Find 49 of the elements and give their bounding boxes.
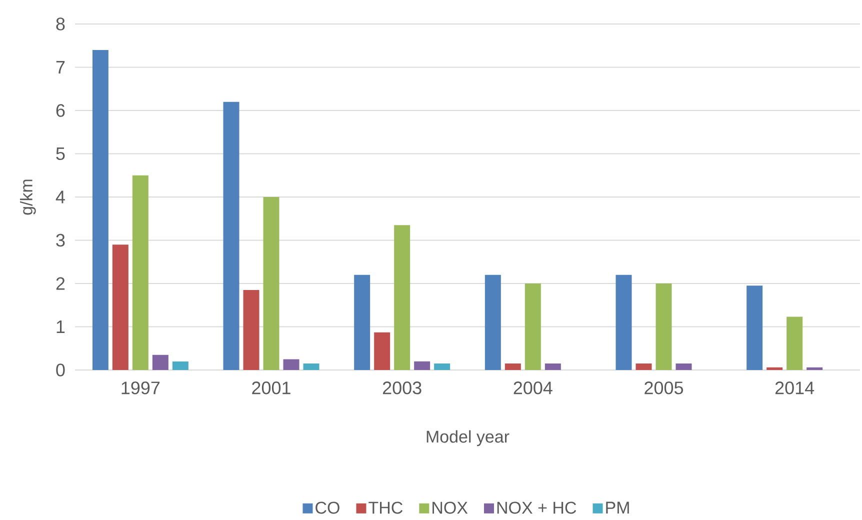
bar [806, 367, 823, 370]
x-tick-label: 2014 [775, 382, 814, 394]
y-tick-label: 0 [56, 364, 65, 376]
bar [544, 364, 561, 370]
legend-label: THC [368, 502, 403, 514]
x-tick-label: 1997 [122, 382, 160, 394]
bar [676, 364, 692, 370]
x-tick-label: 2004 [514, 382, 552, 394]
bar [354, 274, 370, 370]
x-tick-label: 2001 [252, 382, 290, 394]
bar [746, 286, 763, 370]
bar [263, 197, 280, 370]
bar [636, 364, 652, 370]
y-tick-label: 2 [56, 277, 65, 290]
y-axis-title: g/km [20, 180, 36, 215]
bar [434, 364, 450, 370]
bar [394, 225, 410, 370]
y-tick-label: 4 [56, 190, 65, 204]
y-tick-label: 7 [56, 61, 65, 74]
bar [414, 361, 430, 370]
y-tick-label: 3 [56, 234, 65, 247]
y-tick-label: 6 [56, 104, 65, 117]
bar [786, 316, 803, 370]
x-axis-title: Model year [426, 430, 510, 446]
legend-label: NOX [432, 502, 468, 514]
bar [243, 290, 260, 370]
bar [283, 359, 300, 370]
bar [524, 284, 541, 370]
x-tick-label: 2003 [382, 382, 422, 394]
bar [172, 361, 188, 370]
bar [152, 354, 168, 370]
bar [484, 274, 501, 370]
y-tick-label: 8 [56, 18, 65, 30]
bar [132, 175, 148, 370]
bar [303, 364, 320, 370]
legend-label: PM [606, 502, 629, 514]
bar [656, 284, 672, 370]
legend-label: CO [316, 502, 340, 514]
y-tick-label: 1 [56, 320, 65, 333]
bar [766, 367, 783, 370]
y-tick-label: 5 [56, 147, 65, 160]
bar [504, 364, 521, 370]
legend-label: NOX + HC [497, 502, 576, 514]
bar [374, 332, 390, 370]
x-tick-label: 2005 [644, 382, 684, 394]
bar [112, 244, 128, 370]
bar [92, 50, 108, 370]
bar [616, 274, 632, 370]
bar [223, 102, 240, 370]
